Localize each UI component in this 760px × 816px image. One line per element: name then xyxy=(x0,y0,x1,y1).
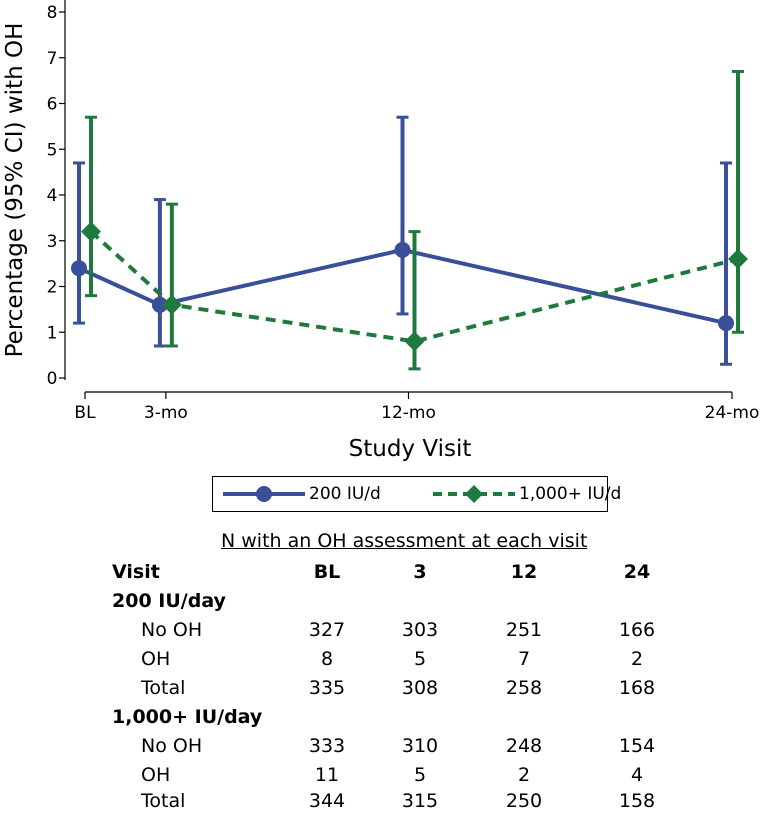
table-header-col: 12 xyxy=(510,561,538,583)
series-line xyxy=(89,230,739,344)
table-cell: 11 xyxy=(314,764,340,786)
y-tick-label: 2 xyxy=(47,278,58,298)
table-cell: 154 xyxy=(618,735,656,757)
table-header-col: BL xyxy=(313,561,341,583)
table-row-label: No OH xyxy=(141,619,203,641)
y-tick-label: 7 xyxy=(47,49,58,69)
data-point xyxy=(718,315,734,332)
series-0 xyxy=(71,115,734,366)
legend-swatch-200 xyxy=(223,486,305,502)
table-cell: 5 xyxy=(413,648,427,670)
table-cell: 5 xyxy=(413,764,427,786)
x-tick-label: BL xyxy=(74,403,96,423)
data-point xyxy=(151,296,168,313)
table-header-col: 24 xyxy=(623,561,651,583)
legend-label-1000: 1,000+ IU/d xyxy=(519,484,622,504)
table-caption: N with an OH assessment at each visit xyxy=(221,530,588,552)
table-cell: 344 xyxy=(308,790,346,812)
table-cell: 333 xyxy=(308,735,346,757)
table-row-label: OH xyxy=(141,648,171,670)
table-row-label: OH xyxy=(141,764,171,786)
table-row-label: Total xyxy=(141,790,186,812)
table-row-label: No OH xyxy=(141,735,203,757)
x-tick-label: 24-mo xyxy=(705,403,760,423)
y-axis: 0 1 2 3 4 5 6 7 8 xyxy=(47,0,66,389)
table-group-label: 1,000+ IU/day xyxy=(112,706,263,728)
table-cell: 4 xyxy=(630,764,644,786)
table-group-label: 200 IU/day xyxy=(112,590,226,612)
chart-plot: 0 1 2 3 4 5 6 7 8 BL 3-mo 12-mo 24-mo Percentage (9… xyxy=(2,0,760,462)
table-header-label: Visit xyxy=(112,561,160,583)
table-cell: 327 xyxy=(308,619,346,641)
y-tick-label: 3 xyxy=(47,232,58,252)
data-point xyxy=(404,331,425,352)
y-tick-label: 5 xyxy=(47,140,58,160)
y-tick-label: 8 xyxy=(47,3,58,23)
table-cell: 2 xyxy=(517,764,531,786)
data-point xyxy=(71,260,87,277)
legend-swatch-1000 xyxy=(433,485,515,503)
x-tick-label: 12-mo xyxy=(381,403,436,423)
legend-item-1000: 1,000+ IU/d xyxy=(427,477,621,511)
data-point xyxy=(394,241,411,258)
y-axis-title: Percentage (95% CI) with OH xyxy=(2,23,28,358)
x-axis-title: Study Visit xyxy=(349,436,472,462)
y-tick-label: 6 xyxy=(47,95,58,115)
data-point xyxy=(161,294,182,315)
table-cell: 308 xyxy=(401,677,439,699)
table-cell: 168 xyxy=(618,677,656,699)
x-tick-label: 3-mo xyxy=(144,403,188,423)
table-cell: 158 xyxy=(618,790,656,812)
table-row-label: Total xyxy=(141,677,186,699)
table-cell: 166 xyxy=(618,619,656,641)
series-layer xyxy=(71,69,748,371)
table-cell: 7 xyxy=(517,648,531,670)
table-cell: 310 xyxy=(401,735,439,757)
table-cell: 248 xyxy=(505,735,543,757)
table-cell: 258 xyxy=(505,677,543,699)
table-header-col: 3 xyxy=(413,561,427,583)
y-tick-label: 0 xyxy=(47,369,58,389)
series-1 xyxy=(81,69,748,371)
table-cell: 2 xyxy=(630,648,644,670)
data-point xyxy=(728,249,748,270)
legend-label-200: 200 IU/d xyxy=(309,484,381,504)
table-cell: 8 xyxy=(320,648,334,670)
data-point xyxy=(81,221,101,242)
table-cell: 335 xyxy=(308,677,346,699)
chart-legend: 200 IU/d 1,000+ IU/d xyxy=(212,476,621,512)
legend-item-200: 200 IU/d xyxy=(213,477,403,511)
y-tick-label: 1 xyxy=(47,323,58,343)
y-tick-label: 4 xyxy=(47,186,58,206)
table-cell: 250 xyxy=(505,790,543,812)
table-cell: 251 xyxy=(505,619,543,641)
table-cell: 303 xyxy=(401,619,439,641)
series-line xyxy=(78,247,727,326)
table-cell: 315 xyxy=(401,790,439,812)
x-axis: BL 3-mo 12-mo 24-mo xyxy=(74,391,760,423)
